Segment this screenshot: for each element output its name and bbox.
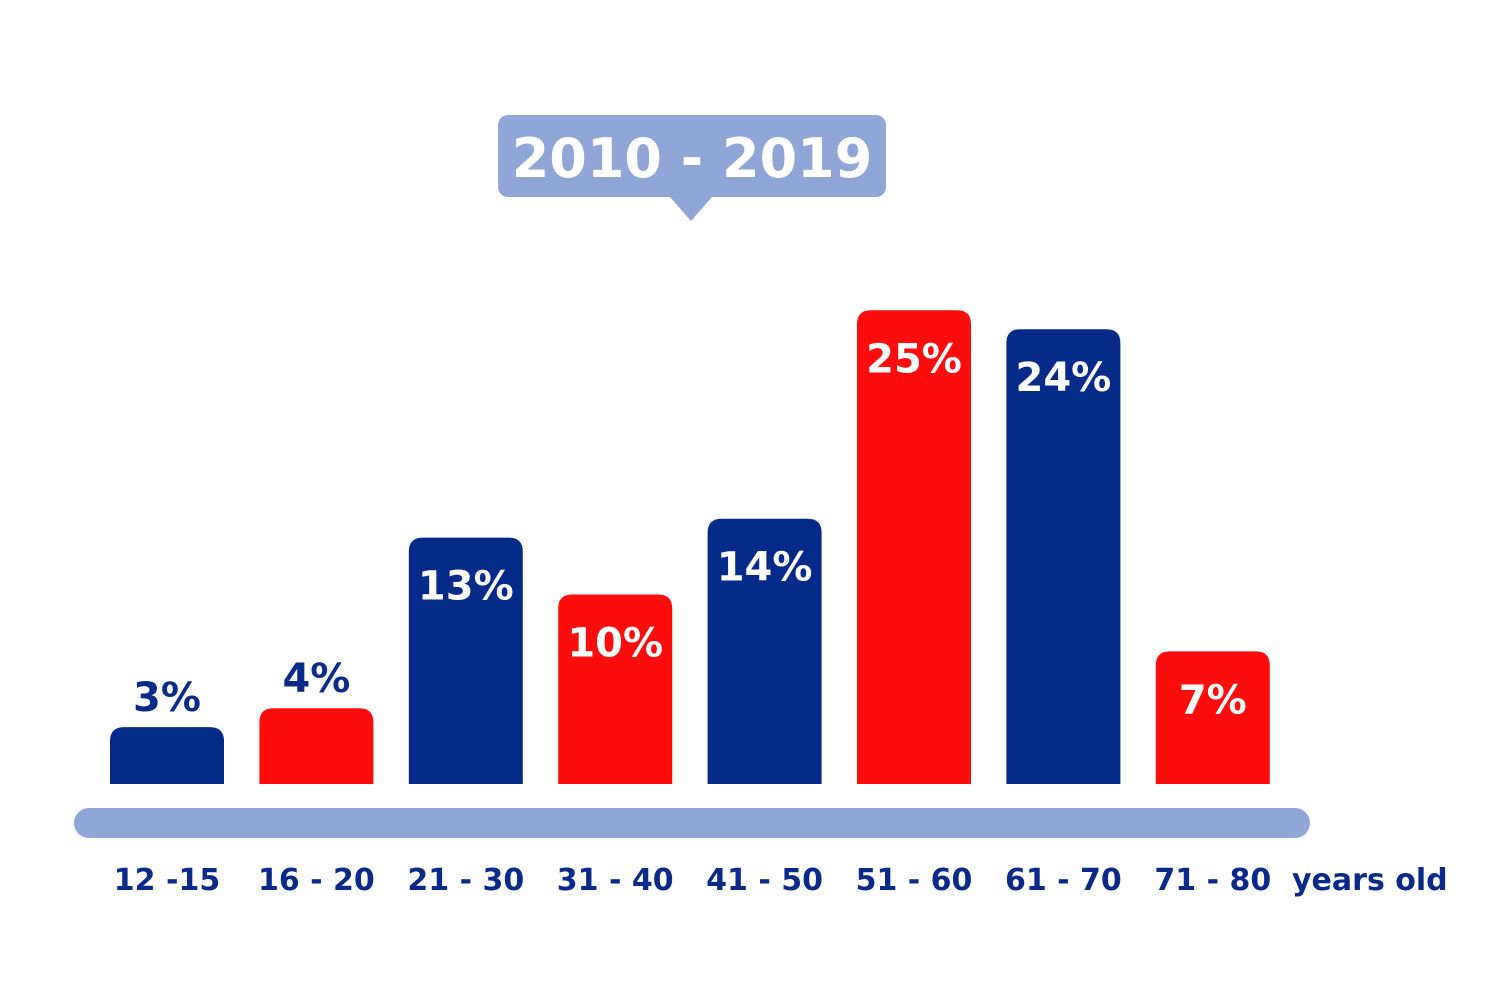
chart-title: 2010 - 2019 xyxy=(512,127,873,190)
bar-16-20 xyxy=(259,708,374,784)
value-label: 10% xyxy=(567,621,663,667)
x-axis-bar xyxy=(74,808,1310,838)
value-label: 4% xyxy=(282,656,350,702)
value-labels: 3% 4% 13% 10% 14% 25% 24% 7% xyxy=(133,336,1247,723)
value-label: 7% xyxy=(1179,677,1247,723)
value-label: 25% xyxy=(866,336,962,382)
value-label: 13% xyxy=(418,564,514,610)
bar-61-70 xyxy=(1006,329,1121,784)
category-label: 31 - 40 xyxy=(557,863,674,898)
title-pointer xyxy=(670,197,712,221)
bar-12-15 xyxy=(110,727,224,784)
category-label: 71 - 80 xyxy=(1154,863,1271,898)
category-label: 51 - 60 xyxy=(856,863,973,898)
bar-51-60 xyxy=(857,310,971,784)
bar-21-30 xyxy=(408,537,523,784)
value-label: 14% xyxy=(717,545,813,591)
bar-31-40 xyxy=(558,594,673,784)
category-label: 61 - 70 xyxy=(1005,863,1122,898)
category-label: 12 -15 xyxy=(114,863,220,898)
chart-title-callout: 2010 - 2019 xyxy=(498,115,886,221)
category-label: 16 - 20 xyxy=(258,863,375,898)
bars xyxy=(110,310,1270,784)
bar-71-80 xyxy=(1155,651,1270,784)
category-label: 41 - 50 xyxy=(706,863,823,898)
category-label: 21 - 30 xyxy=(407,863,524,898)
bar-41-50 xyxy=(707,518,822,784)
value-label: 3% xyxy=(133,675,201,721)
value-label: 24% xyxy=(1016,355,1112,401)
category-labels: 12 -15 16 - 20 21 - 30 31 - 40 41 - 50 51 - 6… xyxy=(114,863,1271,898)
x-axis-unit-label: years old xyxy=(1292,863,1448,898)
title-background xyxy=(498,115,886,197)
